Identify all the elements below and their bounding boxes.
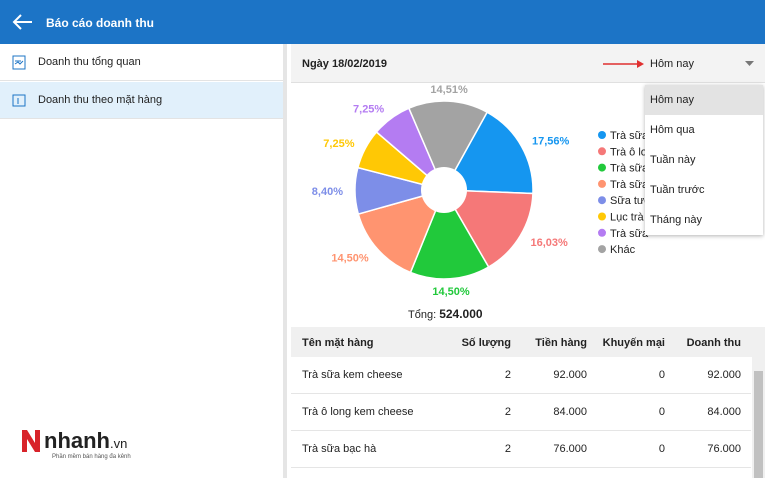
dropdown-option[interactable]: Tuần này: [645, 145, 763, 175]
value-label: 17,56%: [532, 135, 570, 147]
legend-marker: [598, 212, 606, 221]
dropdown-option[interactable]: Hôm nay: [645, 85, 763, 115]
header: Báo cáo doanh thu: [0, 0, 765, 44]
logo-tld: .vn: [110, 436, 128, 451]
option-label: Tuần trước: [650, 184, 705, 196]
table-cell: Trà ô long kem cheese: [302, 406, 414, 418]
sidebar: Doanh thu tổng quan Doanh thu theo mặt h…: [0, 44, 287, 478]
legend-marker: [598, 179, 606, 188]
scroll-thumb[interactable]: [754, 371, 763, 478]
column-header: Khuyến mại: [602, 337, 665, 349]
table-row: Trà ô long kem cheese 2 84.000 0 84.000: [291, 394, 751, 431]
back-button[interactable]: [12, 13, 34, 31]
logo-icon: [22, 430, 40, 452]
table-cell: 84.000: [553, 406, 587, 418]
menu-item[interactable]: Doanh thu tổng quan: [0, 44, 283, 81]
dropdown-menu: Hôm nay Hôm qua Tuần này Tuần trước Tháng nà…: [645, 85, 763, 235]
option-label: Tuần này: [650, 154, 696, 166]
column-header: Tên mặt hàng: [302, 337, 374, 349]
table-cell: 2: [504, 443, 511, 455]
total-label: Tổng:: [408, 309, 437, 321]
table-row: Trà sữa bạc hà 2 76.000 0 76.000: [291, 431, 751, 468]
option-label: Hôm nay: [650, 94, 695, 106]
legend-label: Trà sữa: [610, 130, 649, 142]
header-title: Báo cáo doanh thu: [46, 16, 154, 30]
dropdown-option[interactable]: Tháng này: [645, 205, 763, 235]
option-label: Tháng này: [650, 214, 702, 226]
legend-marker: [598, 196, 606, 205]
value-label: 8,40%: [312, 186, 343, 198]
arrow: [603, 60, 644, 68]
table-cell: 0: [658, 406, 665, 418]
pie-slice: [442, 189, 534, 269]
value-label: 7,25%: [323, 138, 354, 150]
option-label: Hôm qua: [650, 124, 695, 136]
column-header: Số lượng: [461, 337, 511, 349]
table-cell: 0: [658, 369, 665, 381]
menu-item[interactable]: Doanh thu theo mặt hàng: [0, 82, 283, 119]
date-bar: Ngày 18/02/2019 Hôm nay: [291, 44, 765, 83]
legend-marker: [598, 245, 606, 254]
value-label: 16,03%: [531, 237, 569, 249]
table-cell: 92.000: [553, 369, 587, 381]
pie-slice: [357, 188, 446, 274]
table-row: Trà sữa kem cheese 2 92.000 0 92.000: [291, 357, 751, 394]
dropdown-option[interactable]: Tuần trước: [645, 175, 763, 205]
logo-tagline: Phần mềm bán hàng đa kênh: [52, 454, 131, 460]
icon: [12, 94, 26, 107]
legend-label: Trà sữa: [610, 163, 649, 175]
legend-marker: [598, 147, 606, 156]
pie-hole: [421, 167, 467, 213]
table-header: Tên mặt hàng Số lượng Tiền hàng Khuyến mại D…: [291, 327, 765, 357]
table-cell: 2: [504, 406, 511, 418]
legend-marker: [598, 228, 606, 237]
table-cell: 0: [658, 443, 665, 455]
column-header: Tiền hàng: [535, 337, 587, 349]
table-cell: 76.000: [707, 443, 741, 455]
table-cell: Trà sữa kem cheese: [302, 369, 403, 381]
table-cell: 76.000: [553, 443, 587, 455]
period-select[interactable]: Hôm nay: [650, 58, 695, 70]
legend-label: Trà sữa: [610, 179, 649, 191]
dropdown-option[interactable]: Hôm qua: [645, 115, 763, 145]
legend-label: Trà sữa: [610, 228, 649, 240]
caret: [745, 61, 754, 66]
column-header: Doanh thu: [686, 337, 741, 349]
value-label: 14,50%: [331, 252, 369, 264]
total: Tổng: 524.000: [408, 307, 483, 321]
table-cell: 2: [504, 369, 511, 381]
legend-label: Sữa tươ: [610, 195, 652, 207]
table-cell: 92.000: [707, 369, 741, 381]
logo-brand: nhanh.vn: [44, 428, 127, 454]
menu-label: Doanh thu tổng quan: [38, 56, 141, 68]
scrollbar[interactable]: [752, 357, 765, 478]
pie-slice: [407, 100, 489, 192]
legend-marker: [598, 163, 606, 172]
pie-slice: [442, 111, 534, 195]
table-cell: Trà sữa bạc hà: [302, 443, 377, 455]
legend-label: Khác: [610, 244, 636, 256]
pie-slice: [409, 188, 490, 280]
legend-marker: [598, 131, 606, 139]
total-value: 524.000: [439, 307, 483, 321]
value-label: 14,50%: [432, 286, 470, 298]
icon: [12, 55, 26, 70]
value-label: 14,51%: [430, 84, 468, 96]
value-label: 7,25%: [353, 104, 384, 116]
legend-label: Lục trà: [610, 212, 645, 224]
menu-label: Doanh thu theo mặt hàng: [38, 94, 163, 106]
date-label: Ngày 18/02/2019: [302, 58, 388, 70]
table-cell: 84.000: [707, 406, 741, 418]
logo-text: nhanh: [44, 428, 110, 453]
